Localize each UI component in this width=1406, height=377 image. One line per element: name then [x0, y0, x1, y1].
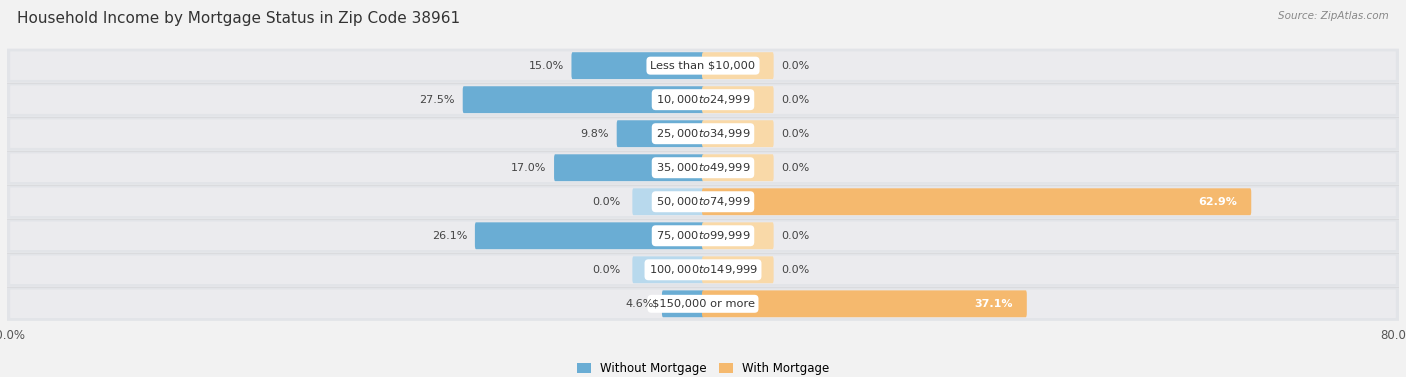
Text: $35,000 to $49,999: $35,000 to $49,999 — [655, 161, 751, 174]
Text: $150,000 or more: $150,000 or more — [651, 299, 755, 309]
Legend: Without Mortgage, With Mortgage: Without Mortgage, With Mortgage — [572, 357, 834, 377]
FancyBboxPatch shape — [10, 187, 1396, 216]
Text: $50,000 to $74,999: $50,000 to $74,999 — [655, 195, 751, 208]
FancyBboxPatch shape — [702, 256, 773, 283]
Text: 9.8%: 9.8% — [581, 129, 609, 139]
Text: Source: ZipAtlas.com: Source: ZipAtlas.com — [1278, 11, 1389, 21]
FancyBboxPatch shape — [7, 219, 1399, 253]
Text: 0.0%: 0.0% — [782, 129, 810, 139]
FancyBboxPatch shape — [7, 83, 1399, 117]
Text: 0.0%: 0.0% — [782, 163, 810, 173]
Text: 37.1%: 37.1% — [974, 299, 1012, 309]
Text: 0.0%: 0.0% — [782, 61, 810, 70]
Text: 15.0%: 15.0% — [529, 61, 564, 70]
FancyBboxPatch shape — [702, 154, 773, 181]
FancyBboxPatch shape — [633, 188, 704, 215]
FancyBboxPatch shape — [7, 185, 1399, 219]
FancyBboxPatch shape — [554, 154, 704, 181]
Text: 0.0%: 0.0% — [782, 265, 810, 275]
Text: $25,000 to $34,999: $25,000 to $34,999 — [655, 127, 751, 140]
Text: $100,000 to $149,999: $100,000 to $149,999 — [648, 263, 758, 276]
Text: 0.0%: 0.0% — [782, 231, 810, 241]
FancyBboxPatch shape — [571, 52, 704, 79]
FancyBboxPatch shape — [463, 86, 704, 113]
FancyBboxPatch shape — [662, 290, 704, 317]
Text: $75,000 to $99,999: $75,000 to $99,999 — [655, 229, 751, 242]
FancyBboxPatch shape — [617, 120, 704, 147]
Text: 0.0%: 0.0% — [782, 95, 810, 105]
FancyBboxPatch shape — [633, 256, 704, 283]
Text: 0.0%: 0.0% — [592, 197, 620, 207]
FancyBboxPatch shape — [7, 287, 1399, 321]
FancyBboxPatch shape — [702, 86, 773, 113]
FancyBboxPatch shape — [10, 256, 1396, 284]
FancyBboxPatch shape — [7, 253, 1399, 287]
Text: 0.0%: 0.0% — [592, 265, 620, 275]
FancyBboxPatch shape — [702, 222, 773, 249]
FancyBboxPatch shape — [10, 153, 1396, 182]
FancyBboxPatch shape — [10, 221, 1396, 250]
Text: 27.5%: 27.5% — [419, 95, 456, 105]
FancyBboxPatch shape — [10, 120, 1396, 148]
FancyBboxPatch shape — [702, 188, 1251, 215]
Text: Household Income by Mortgage Status in Zip Code 38961: Household Income by Mortgage Status in Z… — [17, 11, 460, 26]
FancyBboxPatch shape — [7, 117, 1399, 151]
FancyBboxPatch shape — [702, 290, 1026, 317]
FancyBboxPatch shape — [702, 52, 773, 79]
FancyBboxPatch shape — [10, 290, 1396, 318]
Text: 4.6%: 4.6% — [626, 299, 654, 309]
Text: 62.9%: 62.9% — [1198, 197, 1237, 207]
FancyBboxPatch shape — [7, 49, 1399, 83]
Text: Less than $10,000: Less than $10,000 — [651, 61, 755, 70]
Text: $10,000 to $24,999: $10,000 to $24,999 — [655, 93, 751, 106]
FancyBboxPatch shape — [10, 85, 1396, 114]
FancyBboxPatch shape — [7, 151, 1399, 185]
FancyBboxPatch shape — [702, 120, 773, 147]
FancyBboxPatch shape — [475, 222, 704, 249]
FancyBboxPatch shape — [10, 51, 1396, 80]
Text: 26.1%: 26.1% — [432, 231, 467, 241]
Text: 17.0%: 17.0% — [510, 163, 547, 173]
